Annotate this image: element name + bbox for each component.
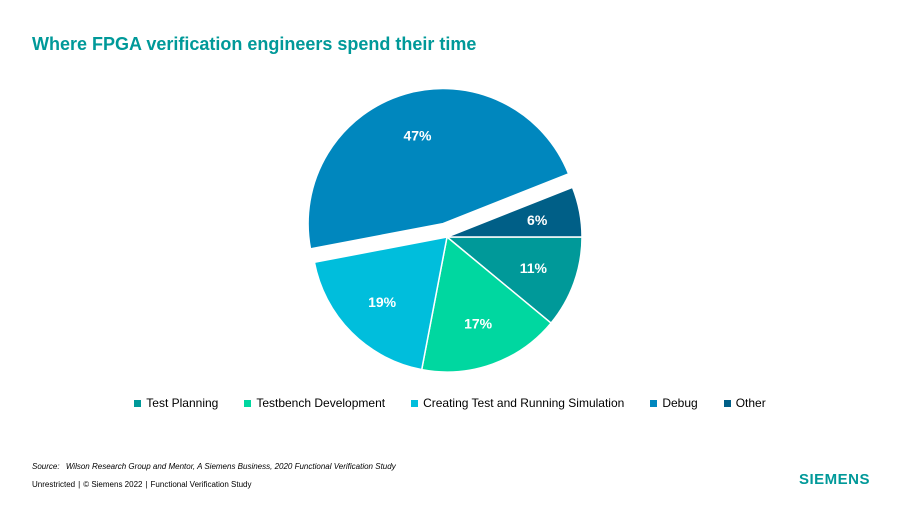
legend-label: Creating Test and Running Simulation: [423, 396, 625, 410]
source-label: Source:: [32, 462, 60, 471]
pie-slice-creating-test-and-running-simulation: [313, 236, 448, 371]
pie-data-label: 6%: [527, 212, 548, 228]
legend-swatch: [134, 399, 142, 407]
pie-slices: [307, 87, 583, 373]
pie-data-label: 19%: [368, 294, 397, 310]
legend-label: Test Planning: [146, 396, 219, 410]
legend-item: Creating Test and Running Simulation: [411, 396, 624, 410]
legend-label: Debug: [662, 396, 698, 410]
pie-labels: 11% 17% 19% 47% 6%: [368, 127, 548, 331]
legend-label: Testbench Development: [256, 396, 386, 410]
chart-legend: Test Planning Testbench Development Creati…: [0, 396, 900, 410]
legend-swatch: [411, 399, 419, 407]
footer: Unrestricted | © Siemens 2022 | Functional V…: [32, 480, 252, 489]
pie-chart: 11% 17% 19% 47% 6%: [307, 87, 583, 373]
footer-study: Functional Verification Study: [150, 480, 252, 489]
source-note: Source: Wilson Research Group and Mentor…: [32, 462, 396, 471]
footer-classification: Unrestricted: [32, 480, 76, 489]
legend-swatch: [650, 399, 658, 407]
legend-swatch: [723, 399, 731, 407]
legend-swatch: [244, 399, 252, 407]
legend-item: Testbench Development: [244, 396, 385, 410]
legend-label: Other: [735, 396, 766, 410]
page-title: Where FPGA verification engineers spend …: [32, 34, 477, 54]
legend-item: Debug: [650, 396, 698, 410]
legend-item: Test Planning: [134, 396, 218, 410]
pie-slice-test-planning: [444, 236, 583, 325]
footer-copyright: © Siemens 2022: [83, 480, 143, 489]
pie-data-label: 11%: [520, 260, 548, 276]
pie-slice-debug: [307, 87, 570, 250]
pie-data-label: 47%: [403, 127, 432, 143]
source-text: Wilson Research Group and Mentor, A Siem…: [65, 462, 396, 471]
pie-data-label: 17%: [464, 315, 493, 331]
pie-slice-other: [446, 186, 583, 238]
pie-slice-testbench-development: [420, 235, 553, 373]
legend-item: Other: [723, 396, 766, 410]
siemens-logo: SIEMENS: [798, 471, 870, 488]
